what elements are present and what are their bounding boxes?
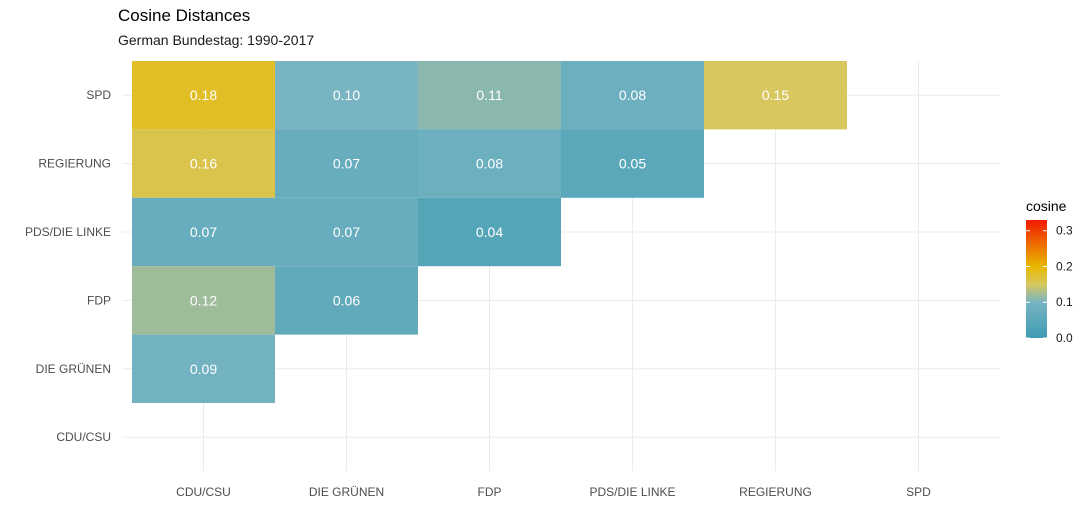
x-tick-label: CDU/CSU [176, 485, 231, 499]
chart-subtitle: German Bundestag: 1990-2017 [118, 32, 315, 48]
cell-value-label: 0.09 [190, 361, 217, 377]
cell-value-label: 0.12 [190, 292, 217, 308]
heatmap-cell [275, 129, 418, 198]
chart-title: Cosine Distances [118, 6, 251, 25]
heatmap-cell [275, 266, 418, 335]
cell-value-label: 0.08 [619, 87, 646, 103]
cell-value-label: 0.07 [190, 224, 217, 240]
heatmap-cell [418, 61, 561, 130]
heatmap-cell [275, 197, 418, 267]
heatmap-cell [132, 266, 275, 335]
legend-tick-label: 0.1 [1056, 295, 1073, 309]
x-tick-label: REGIERUNG [739, 485, 812, 499]
heatmap-cell [132, 197, 275, 267]
cell-value-label: 0.07 [333, 156, 360, 172]
cell-value-label: 0.16 [190, 156, 217, 172]
y-tick-label: FDP [87, 293, 111, 307]
x-tick-label: PDS/DIE LINKE [589, 485, 675, 499]
cell-value-label: 0.07 [333, 224, 360, 240]
y-tick-label: DIE GRÜNEN [36, 362, 111, 376]
legend-title: cosine [1026, 198, 1067, 214]
legend-tick-label: 0.0 [1056, 331, 1073, 345]
y-tick-label: CDU/CSU [56, 430, 111, 444]
cell-value-label: 0.11 [476, 87, 502, 103]
y-tick-label: PDS/DIE LINKE [25, 225, 111, 239]
y-tick-label: REGIERUNG [38, 157, 111, 171]
heatmap-cell [561, 129, 704, 198]
legend-tick-label: 0.2 [1056, 259, 1073, 273]
legend-tick-label: 0.3 [1056, 224, 1073, 238]
heatmap-cell [132, 129, 275, 198]
x-tick-label: SPD [906, 485, 931, 499]
legend-colorbar [1026, 220, 1047, 338]
heatmap-cell [132, 61, 275, 130]
cell-value-label: 0.15 [762, 87, 789, 103]
cell-value-label: 0.10 [333, 87, 360, 103]
x-tick-label: DIE GRÜNEN [309, 485, 384, 499]
cell-value-label: 0.06 [333, 292, 360, 308]
x-tick-label: FDP [478, 485, 502, 499]
heatmap-cell [132, 334, 275, 403]
cell-value-label: 0.08 [476, 156, 503, 172]
heatmap-cell [704, 61, 847, 130]
heatmap-cell [418, 197, 561, 267]
cell-value-label: 0.04 [476, 224, 503, 240]
cell-value-label: 0.05 [619, 156, 646, 172]
cell-value-label: 0.18 [190, 87, 217, 103]
heatmap-cell [275, 61, 418, 130]
heatmap-cell [561, 61, 704, 130]
heatmap-cell [418, 129, 561, 198]
y-tick-label: SPD [86, 88, 111, 102]
